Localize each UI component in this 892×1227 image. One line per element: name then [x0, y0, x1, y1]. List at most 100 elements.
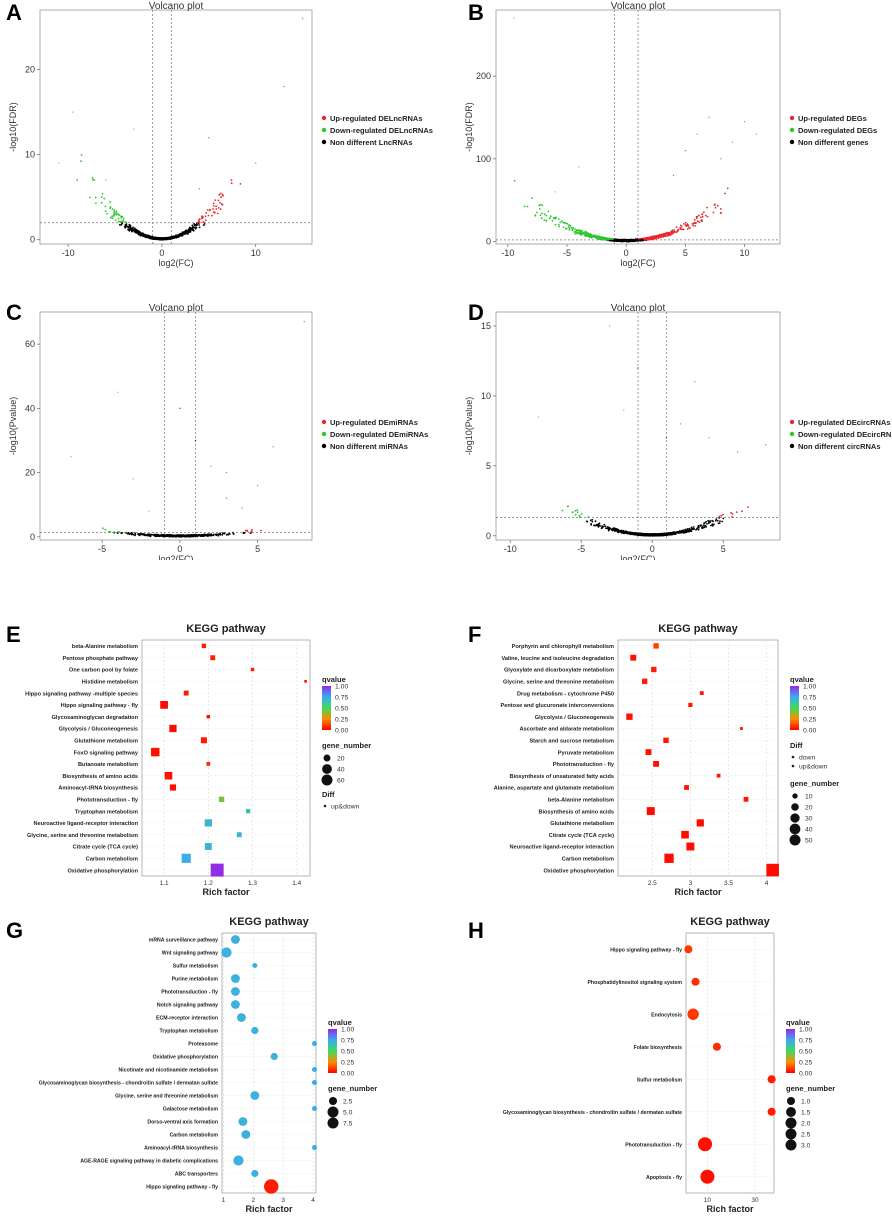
data-point [203, 221, 205, 224]
data-point [111, 217, 114, 220]
data-point [135, 230, 137, 233]
data-point [731, 516, 733, 518]
data-point [228, 533, 231, 535]
chart-title: KEGG pathway [186, 623, 266, 635]
data-point [579, 229, 581, 232]
legend-size-label: 2.0 [801, 1121, 811, 1128]
category-label: Phototransduction - fly [161, 990, 218, 996]
category-label: Glycolysis / Gluconeogenesis [59, 727, 138, 733]
data-point [731, 141, 734, 143]
data-point [699, 216, 702, 219]
data-point [181, 853, 191, 863]
data-point [283, 85, 285, 88]
data-point [151, 747, 160, 757]
data-point [585, 232, 587, 235]
x-tick-label: -10 [62, 248, 75, 258]
data-point [687, 225, 690, 227]
data-point [72, 111, 74, 113]
data-point [111, 215, 113, 218]
data-point [612, 527, 615, 529]
data-point [683, 531, 686, 534]
data-point [566, 222, 569, 225]
category-label: Histidine metabolism [82, 680, 138, 686]
category-label: Pentose phosphate pathway [62, 656, 138, 662]
y-tick-label: 20 [25, 65, 35, 75]
data-point [160, 701, 168, 709]
category-label: Starch and sucrose metabolism [529, 739, 614, 745]
data-point [212, 208, 215, 210]
category-label: Tryptophan metabolism [159, 1029, 218, 1035]
data-point [663, 235, 666, 238]
legend-size-label: 2.5 [343, 1099, 353, 1106]
data-point [241, 507, 243, 509]
data-point [70, 455, 72, 458]
data-point [221, 533, 224, 536]
data-point [755, 133, 758, 135]
data-point [301, 17, 304, 20]
data-point [128, 223, 131, 226]
data-point [568, 226, 570, 229]
data-point [241, 1130, 251, 1139]
data-point [230, 182, 233, 185]
y-tick-label: 15 [481, 321, 491, 331]
category-label: Citrate cycle (TCA cycle) [73, 845, 139, 851]
y-tick-label: 5 [486, 461, 491, 471]
data-point [691, 527, 694, 530]
plot-frame [39, 311, 313, 541]
data-point [703, 526, 706, 529]
data-point [703, 211, 705, 214]
data-point [264, 1179, 279, 1194]
category-label: beta-Alanine metabolism [548, 798, 614, 804]
data-point [117, 217, 120, 220]
data-point [570, 226, 573, 229]
data-point [121, 222, 123, 224]
data-point [222, 532, 224, 535]
x-axis-label: Rich factor [245, 1204, 293, 1214]
data-point [706, 523, 708, 525]
data-point [597, 524, 599, 527]
data-point [221, 203, 224, 206]
y-tick-label: 10 [25, 150, 35, 160]
data-point [568, 229, 571, 231]
legend-label: Down-regulated DELncRNAs [330, 126, 433, 135]
data-point [561, 220, 563, 223]
legend-diff-label: down [799, 755, 815, 762]
data-point [651, 534, 654, 537]
data-point [595, 236, 597, 239]
data-point [126, 225, 129, 228]
data-point [236, 832, 242, 838]
category-label: Phosphatidylinositol signaling system [587, 980, 682, 986]
data-point [623, 409, 625, 411]
data-point [144, 236, 147, 239]
data-point [100, 196, 103, 199]
data-point [589, 236, 591, 238]
data-point [565, 227, 568, 230]
color-scale-tick: 0.75 [335, 695, 348, 702]
x-tick-label: 1.3 [248, 880, 257, 887]
data-point [590, 523, 593, 525]
legend-label: Up-regulated DEcircRNAs [798, 418, 891, 427]
data-point [766, 863, 779, 877]
data-point [215, 208, 218, 210]
data-point [250, 530, 253, 533]
data-point [118, 223, 121, 226]
data-point [168, 535, 171, 538]
data-point [665, 532, 668, 535]
data-point [694, 225, 697, 227]
legend-diff-marker [791, 755, 795, 759]
category-label: Glycosaminoglycan biosynthesis - chondro… [503, 1110, 682, 1116]
data-point [192, 226, 194, 228]
data-point [163, 237, 165, 240]
data-point [635, 533, 638, 536]
data-point [714, 206, 717, 209]
data-point [747, 506, 749, 508]
data-point [184, 535, 187, 538]
data-point [189, 227, 192, 229]
data-point [197, 221, 200, 224]
color-scale-tick: 1.00 [799, 1027, 812, 1034]
data-point [539, 203, 542, 206]
data-point [203, 534, 206, 537]
data-point [696, 133, 698, 135]
data-point [134, 533, 137, 536]
data-point [699, 525, 702, 527]
